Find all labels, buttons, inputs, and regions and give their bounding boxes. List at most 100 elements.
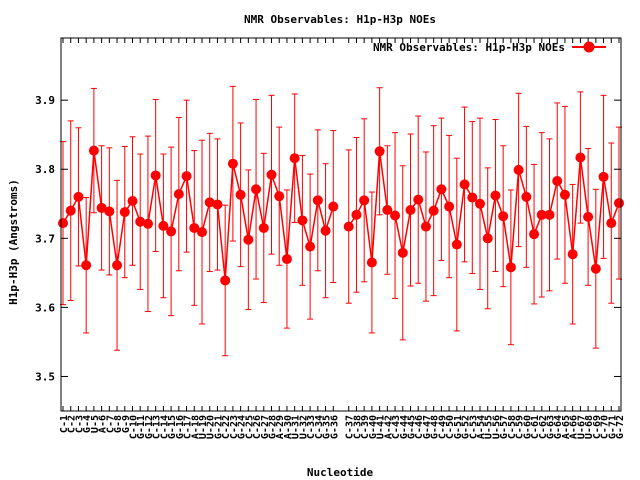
data-point xyxy=(382,204,393,215)
data-point xyxy=(297,215,308,226)
data-point xyxy=(312,195,323,206)
data-point xyxy=(189,222,200,233)
x-tick-label: C-37 xyxy=(345,415,356,439)
data-point xyxy=(96,202,107,213)
x-tick-label: G-9 xyxy=(121,415,132,433)
x-tick-label: U-19 xyxy=(198,415,209,439)
x-tick-label: C-50 xyxy=(445,415,456,439)
data-point xyxy=(135,216,146,227)
data-point xyxy=(150,170,161,181)
x-tick-label: C-61 xyxy=(530,415,541,439)
data-point xyxy=(351,209,362,220)
x-axis-label: Nucleotide xyxy=(307,466,374,479)
data-point xyxy=(436,184,447,195)
data-point xyxy=(274,191,285,202)
data-point xyxy=(197,227,207,238)
data-point xyxy=(305,241,316,252)
data-point xyxy=(567,249,578,260)
x-tick-label: C-59 xyxy=(515,415,526,439)
data-point xyxy=(220,275,231,286)
legend-label: NMR Observables: H1p-H3p NOEs xyxy=(373,41,565,54)
data-point xyxy=(490,190,501,201)
data-point xyxy=(498,211,509,222)
data-point xyxy=(575,152,586,163)
legend: NMR Observables: H1p-H3p NOEs xyxy=(373,41,606,54)
x-tick-label: C-46 xyxy=(414,415,425,439)
x-tick-label: G-47 xyxy=(422,415,433,439)
data-point xyxy=(459,179,470,190)
x-tick-label: G-11 xyxy=(136,415,147,439)
data-point xyxy=(281,254,292,265)
data-point xyxy=(405,204,416,215)
x-tick-label: A-18 xyxy=(190,415,201,439)
x-tick-label: G-27 xyxy=(260,415,271,439)
data-point xyxy=(513,164,524,175)
x-tick-label: C-38 xyxy=(352,415,363,439)
x-tick-label: G-15 xyxy=(167,415,178,439)
series-layer xyxy=(58,85,624,357)
x-tick-label: U-67 xyxy=(576,415,587,439)
data-point xyxy=(166,226,177,237)
data-point xyxy=(328,201,339,212)
data-point xyxy=(590,263,601,274)
data-point xyxy=(536,209,547,220)
x-tick-label: C-13 xyxy=(152,415,163,439)
x-tick-label: G-64 xyxy=(553,415,564,439)
x-tick-label: C-26 xyxy=(252,415,263,439)
chart-title: NMR Observables: H1p-H3p NOEs xyxy=(244,13,436,26)
data-point xyxy=(258,222,269,233)
x-tick-label: C-58 xyxy=(507,415,518,439)
x-tick-label: C-17 xyxy=(183,415,194,439)
data-point xyxy=(505,262,516,273)
x-tick-label: G-12 xyxy=(144,415,155,439)
x-tick-label: A-30 xyxy=(283,415,294,439)
x-tick-label: C-3 xyxy=(74,415,85,433)
data-point xyxy=(289,153,300,164)
x-tick-label: G-44 xyxy=(399,415,410,439)
data-point xyxy=(127,196,138,207)
x-tick-label: A-6 xyxy=(98,415,109,433)
y-tick-label: 3.9 xyxy=(35,94,55,107)
x-tick-label: G-72 xyxy=(615,415,626,439)
data-point xyxy=(73,191,84,202)
y-axis-label: H1p-H3p (Angstroms) xyxy=(7,179,20,305)
data-point xyxy=(559,189,570,200)
x-tick-label: G-57 xyxy=(499,415,510,439)
data-point xyxy=(374,146,385,157)
y-tick-label: 3.5 xyxy=(35,370,55,383)
x-tick-label: C-62 xyxy=(538,415,549,439)
legend-marker xyxy=(583,41,595,53)
data-point xyxy=(58,218,68,229)
data-point xyxy=(529,229,540,240)
y-tick-label: 3.7 xyxy=(35,232,55,245)
x-tick-label: C-43 xyxy=(391,415,402,439)
data-point xyxy=(552,175,563,186)
data-point xyxy=(544,209,555,220)
x-tick-label: C-39 xyxy=(360,415,371,439)
x-tick-label: U-55 xyxy=(484,415,495,439)
x-tick-label: G-21 xyxy=(213,415,224,439)
x-tick-label: G-51 xyxy=(453,415,464,439)
x-tick-label: U-68 xyxy=(584,415,595,439)
x-tick-label: U-41 xyxy=(376,415,387,439)
y-tick-label: 3.6 xyxy=(35,301,55,314)
data-point xyxy=(65,205,76,216)
x-tick-label: C-33 xyxy=(306,415,317,439)
data-point xyxy=(81,260,92,271)
x-tick-label: U-32 xyxy=(298,415,309,439)
data-point xyxy=(467,192,478,203)
data-point xyxy=(359,195,370,206)
x-tick-label: C-22 xyxy=(221,415,232,439)
data-point xyxy=(428,205,439,216)
data-point xyxy=(397,247,408,258)
data-point xyxy=(181,171,192,182)
x-tick-label: G-35 xyxy=(322,415,333,439)
x-tick-label: G-4 xyxy=(82,415,93,433)
x-tick-label: G-28 xyxy=(268,415,279,439)
x-tick-label: C-53 xyxy=(468,415,479,439)
data-point xyxy=(227,158,238,169)
x-tick-label: A-42 xyxy=(383,415,394,439)
x-tick-label: C-2 xyxy=(67,415,78,433)
data-point xyxy=(112,260,123,271)
data-point xyxy=(521,191,532,202)
